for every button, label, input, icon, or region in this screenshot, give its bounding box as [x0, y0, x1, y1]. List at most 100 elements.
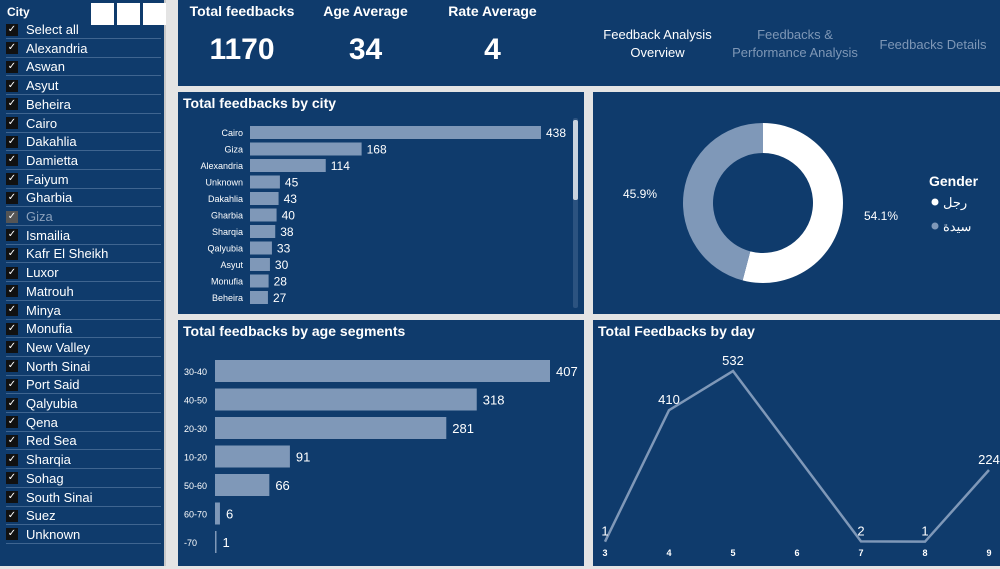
legend-title: Gender [929, 173, 979, 189]
slicer-item-label: Qalyubia [26, 396, 78, 411]
checkbox-icon[interactable]: ✓ [6, 360, 18, 373]
slicer-item-label: Damietta [26, 152, 79, 168]
bar [215, 360, 550, 382]
nav-overview[interactable]: Feedback Analysis Overview [603, 27, 712, 60]
bar [250, 142, 362, 156]
slicer-item[interactable]: ✓ Ismailia [6, 227, 161, 245]
slicer-item[interactable]: ✓ Luxor [6, 264, 161, 283]
x-tick-label: 9 [986, 548, 991, 558]
scrollbar-thumb[interactable] [573, 120, 578, 200]
checkbox-icon[interactable]: ✓ [6, 491, 18, 503]
slicer-button[interactable] [91, 3, 114, 25]
data-label: 54.1% [864, 209, 898, 223]
checkbox-icon[interactable]: ✓ [6, 210, 18, 223]
slicer-item[interactable]: ✓ Gharbia [6, 189, 161, 208]
category-label: 60-70 [184, 510, 207, 520]
slicer-item[interactable]: ✓ Asyut [6, 77, 161, 96]
slicer-item[interactable]: ✓ Minya [6, 302, 161, 320]
checkbox-icon[interactable]: ✓ [6, 304, 18, 316]
slicer-button[interactable] [143, 3, 166, 25]
data-label: 438 [546, 126, 566, 140]
bar [250, 274, 269, 288]
slicer-item[interactable]: ✓ Cairo [6, 115, 161, 133]
data-label: 27 [273, 291, 287, 305]
checkbox-icon[interactable]: ✓ [6, 247, 18, 260]
slicer-item-label: Unknown [26, 526, 81, 542]
data-label: 410 [658, 392, 680, 407]
slicer-item[interactable]: ✓ Matrouh [6, 283, 161, 301]
slicer-item[interactable]: ✓ Alexandria [6, 40, 161, 58]
checkbox-icon[interactable]: ✓ [6, 322, 18, 335]
checkbox-icon[interactable]: ✓ [6, 79, 18, 92]
slicer-item[interactable]: ✓ Damietta [6, 152, 161, 170]
checkbox-icon[interactable]: ✓ [6, 509, 18, 522]
checkbox-icon[interactable]: ✓ [6, 98, 18, 111]
series-line [603, 369, 990, 543]
slicer-item[interactable]: ✓ Sharqia [6, 451, 161, 470]
category-label: Cairo [221, 128, 243, 138]
legend-marker [931, 198, 939, 206]
checkbox-icon[interactable]: ✓ [6, 528, 18, 541]
slicer-item[interactable]: ✓ South Sinai [6, 489, 161, 507]
checkbox-icon[interactable]: ✓ [6, 341, 18, 354]
slicer-item-label: Monufia [26, 321, 73, 337]
slicer-item[interactable]: ✓ Qalyubia [6, 395, 161, 413]
slicer-item-label: Red Sea [26, 433, 77, 449]
checkbox-icon[interactable]: ✓ [6, 285, 18, 298]
rate-average-label: Rate Average [448, 3, 537, 19]
city-chart-panel: Total feedbacks by city Cairo 438 Giza 168 A… [178, 92, 584, 314]
checkbox-icon[interactable]: ✓ [6, 453, 18, 466]
rate-average-value: 4 [484, 33, 501, 66]
slicer-item[interactable]: ✓ New Valley [6, 339, 161, 357]
checkbox-icon[interactable]: ✓ [6, 60, 18, 73]
slicer-item[interactable]: ✓ Beheira [6, 96, 161, 114]
bar [250, 192, 279, 205]
total-feedbacks-value: 1170 [209, 33, 275, 66]
bar [250, 225, 276, 238]
checkbox-icon[interactable]: ✓ [6, 416, 18, 429]
checkbox-icon[interactable]: ✓ [6, 135, 18, 148]
slicer-item[interactable]: ✓ North Sinai [6, 358, 161, 376]
nav-performance[interactable]: Feedbacks & Performance Analysis [732, 27, 858, 60]
checkbox-icon[interactable]: ✓ [6, 266, 18, 279]
checkbox-icon[interactable]: ✓ [6, 434, 18, 447]
checkbox-icon[interactable]: ✓ [6, 472, 18, 485]
category-label: 50-60 [184, 481, 207, 491]
checkbox-icon[interactable]: ✓ [6, 23, 18, 36]
slicer-item[interactable]: ✓ Qena [6, 414, 161, 432]
checkbox-icon[interactable]: ✓ [6, 397, 18, 410]
slicer-item[interactable]: ✓ Monufia [6, 320, 161, 339]
slicer-item[interactable]: ✓ Giza [6, 208, 161, 226]
gender-donut-chart: Gender رجل سيدة 54.1% 45.9% [623, 123, 979, 283]
slicer-item[interactable]: ✓ Select all [6, 21, 161, 39]
category-label: 40-50 [184, 396, 207, 406]
category-label: Gharbia [211, 211, 243, 221]
checkbox-icon[interactable]: ✓ [6, 191, 18, 204]
checkbox-icon[interactable]: ✓ [6, 42, 18, 55]
slicer-item-label: Qena [26, 414, 58, 430]
slicer-item[interactable]: ✓ Red Sea [6, 432, 161, 451]
data-label: 66 [275, 478, 289, 493]
slicer-item[interactable]: ✓ Suez [6, 507, 161, 526]
legend-label: سيدة [943, 219, 971, 234]
slicer-button[interactable] [117, 3, 140, 25]
nav-details[interactable]: Feedbacks Details [879, 37, 987, 52]
checkbox-icon[interactable]: ✓ [6, 378, 18, 391]
checkbox-icon[interactable]: ✓ [6, 154, 18, 167]
checkbox-icon[interactable]: ✓ [6, 173, 18, 186]
slicer-item[interactable]: ✓ Aswan [6, 58, 161, 77]
slicer-item[interactable]: ✓ Sohag [6, 470, 161, 488]
x-tick-label: 4 [666, 548, 671, 558]
data-label: 281 [452, 421, 474, 436]
data-label: 318 [483, 393, 505, 408]
x-tick-label: 3 [602, 548, 607, 558]
slicer-item[interactable]: ✓ Unknown [6, 526, 161, 544]
slicer-item[interactable]: ✓ Port Said [6, 376, 161, 395]
slicer-item-label: Ismailia [26, 227, 71, 243]
checkbox-icon[interactable]: ✓ [6, 229, 18, 242]
checkbox-icon[interactable]: ✓ [6, 117, 18, 129]
slicer-item[interactable]: ✓ Kafr El Sheikh [6, 245, 161, 264]
slicer-item-label: Matrouh [26, 283, 74, 299]
slicer-item[interactable]: ✓ Dakahlia [6, 133, 161, 152]
slicer-item[interactable]: ✓ Faiyum [6, 171, 161, 189]
